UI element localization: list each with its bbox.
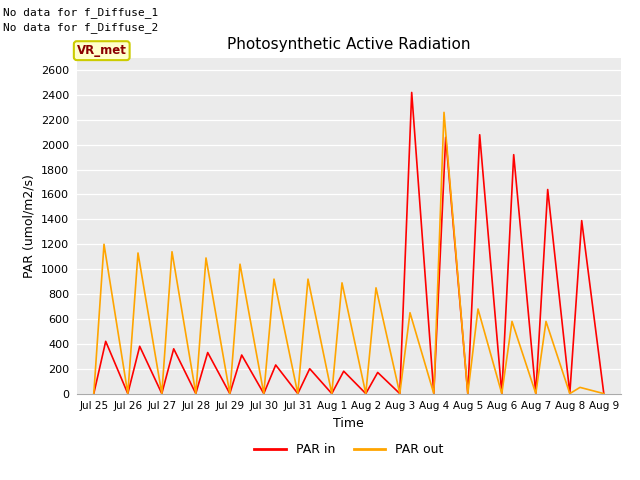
Text: No data for f_Diffuse_2: No data for f_Diffuse_2 — [3, 22, 159, 33]
Legend: PAR in, PAR out: PAR in, PAR out — [250, 438, 448, 461]
Text: No data for f_Diffuse_1: No data for f_Diffuse_1 — [3, 7, 159, 18]
Text: VR_met: VR_met — [77, 44, 127, 57]
X-axis label: Time: Time — [333, 417, 364, 430]
Y-axis label: PAR (umol/m2/s): PAR (umol/m2/s) — [22, 174, 35, 277]
Title: Photosynthetic Active Radiation: Photosynthetic Active Radiation — [227, 37, 470, 52]
